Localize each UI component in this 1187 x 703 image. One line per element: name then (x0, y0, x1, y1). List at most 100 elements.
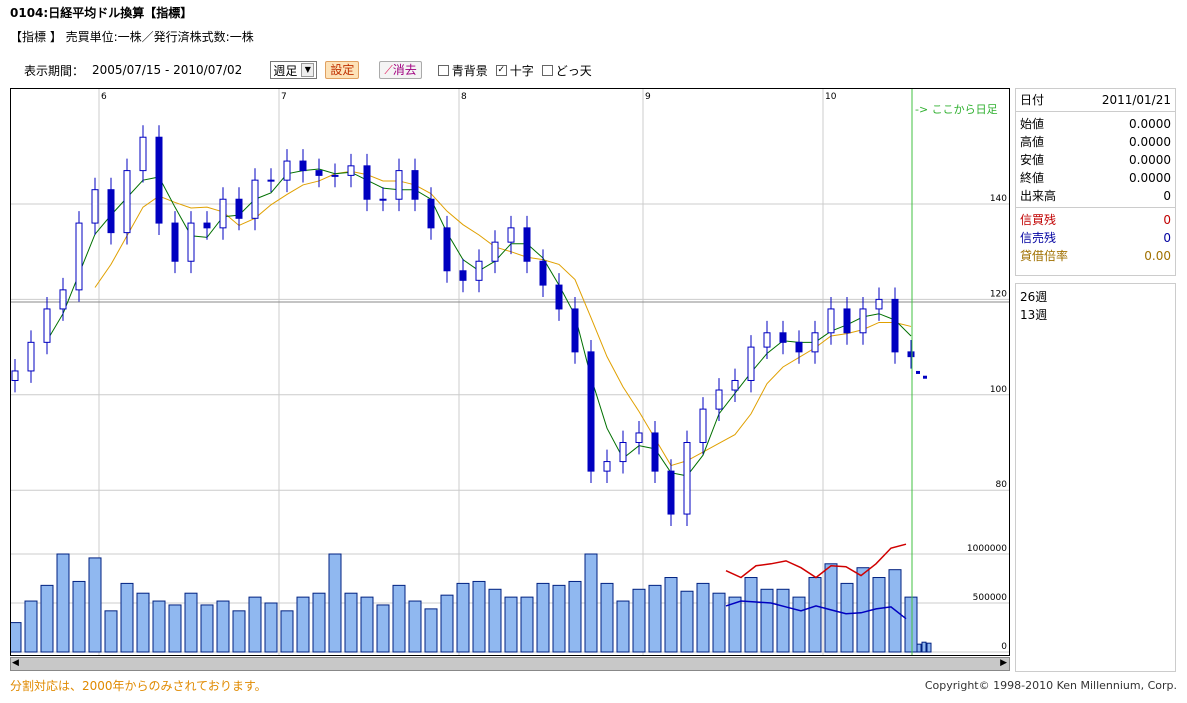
margin-row: 信買残 0 (1016, 211, 1175, 229)
scroll-right-icon[interactable]: ▶ (1000, 658, 1007, 668)
info-row: 始値 0.0000 (1016, 115, 1175, 133)
candle-body (907, 351, 915, 358)
margin-row: 信売残 0 (1016, 229, 1175, 247)
period-value[interactable]: 2005/07/15 - 2010/07/02 (92, 63, 243, 77)
checkbox-label: 青背景 (451, 63, 488, 78)
candle-body (251, 179, 259, 219)
info-value: 0.0000 (1129, 135, 1171, 149)
volume-bar (616, 600, 630, 653)
info-label: 始値 (1020, 117, 1045, 131)
candle-body (171, 222, 179, 262)
x-tick-label: 6 (101, 92, 107, 102)
candle-body (347, 165, 355, 176)
volume-bar (568, 580, 582, 653)
volume-bar (600, 582, 614, 653)
toolbar: 表示期間： 2005/07/15 - 2010/07/02 週足 ▼ 設定 ⟋消去… (24, 60, 592, 80)
checkbox-option[interactable]: どっ天 (541, 62, 592, 79)
checkbox-label: どっ天 (555, 63, 592, 78)
volume-bar (216, 600, 230, 653)
volume-bar (104, 610, 118, 653)
daily-volume-bar (921, 641, 927, 653)
info-value: 0.0000 (1129, 171, 1171, 185)
volume-bar (520, 596, 534, 653)
candle-body (219, 198, 227, 229)
price-tick-label: 140 (990, 194, 1007, 204)
candle-body (283, 160, 291, 181)
volume-bar (760, 588, 774, 653)
volume-tick-label: 0 (1001, 642, 1007, 652)
candle-body (651, 432, 659, 472)
ma13-line (46, 168, 912, 477)
volume-bar (872, 577, 886, 653)
candle-body (507, 227, 515, 243)
volume-bar (456, 582, 470, 653)
candle-body (875, 298, 883, 310)
info-panel: 日付 2011/01/21 始値 0.0000 高値 0.0000 安値 0.0000 終値 0… (1015, 88, 1176, 276)
volume-bar (360, 596, 374, 653)
candle-body (443, 227, 451, 272)
checkbox-option[interactable]: 青背景 (437, 62, 488, 79)
candle-body (299, 160, 307, 172)
candle-body (603, 461, 611, 472)
candle-body (619, 442, 627, 463)
candle-body (107, 189, 115, 234)
interval-select[interactable]: 週足 ▼ (270, 61, 318, 79)
margin-buy-line (725, 543, 907, 579)
candle-body (683, 442, 691, 515)
line-draw-icon: ⟋ (384, 63, 393, 77)
checkbox[interactable] (541, 64, 553, 76)
volume-bar (712, 592, 726, 653)
candle-body (555, 284, 563, 310)
margin-value: 0 (1163, 231, 1171, 245)
checkbox-label: 十字 (509, 63, 534, 78)
split-note: 分割対応は、2000年からのみされております。 (10, 679, 267, 693)
erase-button[interactable]: ⟋消去 (379, 61, 422, 79)
info-label: 終値 (1020, 171, 1045, 185)
info-row: 高値 0.0000 (1016, 133, 1175, 151)
volume-bar (328, 553, 342, 653)
info-label: 出来高 (1020, 189, 1057, 203)
volume-tick-label: 1000000 (967, 544, 1007, 554)
x-tick-label: 8 (461, 92, 467, 102)
candle-body (91, 189, 99, 224)
candle-body (395, 170, 403, 200)
checkbox[interactable]: ✓ (495, 64, 507, 76)
candle-body (363, 165, 371, 200)
checkbox[interactable] (437, 64, 449, 76)
volume-bar (40, 584, 54, 653)
volume-bar (280, 610, 294, 653)
stock-chart[interactable]: 6 7 8 9 10 80 100 120 140 0 500000 1000000 -> ここから日足 (10, 88, 1010, 656)
candle-body (59, 289, 67, 310)
erase-label: 消去 (392, 63, 417, 77)
candle-body (11, 370, 19, 381)
info-row: 終値 0.0000 (1016, 169, 1175, 187)
checkbox-option[interactable]: ✓ 十字 (495, 62, 534, 79)
volume-bar (152, 600, 166, 653)
volume-bar (504, 596, 518, 653)
scroll-left-icon[interactable]: ◀ (12, 658, 19, 668)
volume-bar (168, 604, 182, 653)
volume-bar (344, 592, 358, 653)
candle-body (491, 241, 499, 262)
horizontal-scrollbar[interactable]: ◀ ▶ (10, 657, 1010, 671)
info-value: 0.0000 (1129, 117, 1171, 131)
page-title: 0104:日経平均ドル換算【指標】 (10, 6, 193, 20)
subtitle: 【指標 】 売買単位:一株／発行済株式数:一株 (10, 30, 254, 44)
candle-body (859, 308, 867, 334)
candle-body (379, 198, 387, 201)
volume-bar (728, 596, 742, 653)
volume-bar (392, 584, 406, 653)
copyright: Copyright© 1998-2010 Ken Millennium, Cor… (924, 679, 1177, 692)
period-label: 表示期間： (24, 63, 85, 78)
candle-body (315, 170, 323, 176)
candle-body (699, 408, 707, 443)
volume-bar (136, 592, 150, 653)
daily-volume-bar (926, 642, 932, 653)
volume-bar (248, 596, 262, 653)
volume-bar (808, 577, 822, 653)
candle-body (795, 341, 803, 353)
set-button[interactable]: 設定 (325, 61, 360, 79)
chevron-down-icon: ▼ (301, 63, 315, 77)
volume-bar (264, 602, 278, 653)
interval-value: 週足 (273, 63, 298, 78)
